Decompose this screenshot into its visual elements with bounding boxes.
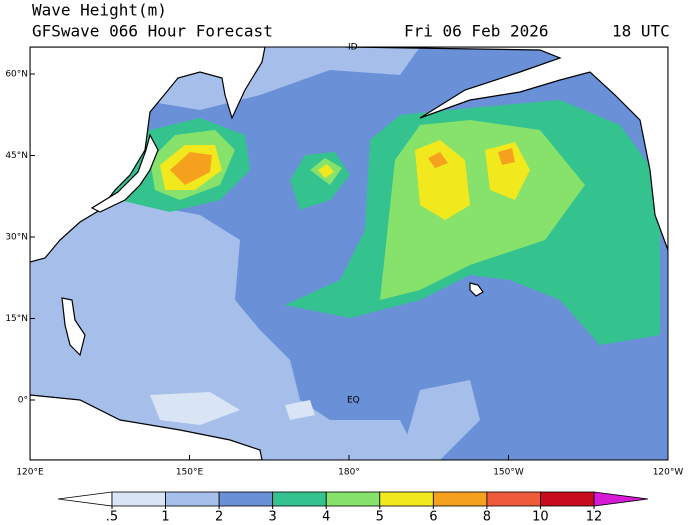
land-hawaii xyxy=(469,282,484,297)
land-alaska xyxy=(344,47,668,251)
lat-label: 60°N xyxy=(5,70,28,80)
lat-label: 45°N xyxy=(5,151,28,161)
field-region xyxy=(70,250,150,275)
colorbar-tick-label: 2 xyxy=(215,510,223,525)
colorbar-low xyxy=(57,491,113,507)
field-region xyxy=(318,164,334,178)
lat-label: 30°N xyxy=(5,233,28,243)
field-region xyxy=(400,380,480,460)
field-region xyxy=(485,142,530,200)
lon-label: 150°W xyxy=(493,468,524,478)
map-field xyxy=(30,47,668,460)
lon-label: 150°E xyxy=(176,468,204,478)
colorbar-segment xyxy=(540,491,595,507)
land-indonesia xyxy=(30,394,263,460)
lon-label: 120°E xyxy=(16,468,44,478)
colorbar-segment xyxy=(218,491,274,507)
field-region xyxy=(170,152,212,185)
colorbar-tick-label: 6 xyxy=(429,510,437,525)
lon-label: 180° xyxy=(338,468,360,478)
colorbar-high xyxy=(593,491,649,507)
colorbar-segment xyxy=(111,491,166,507)
land-asia xyxy=(30,47,266,263)
lon-label: 120°W xyxy=(653,468,684,478)
colorbar-tick-label: 12 xyxy=(586,510,603,525)
dateline-label: ID xyxy=(348,43,358,53)
field-region xyxy=(285,400,315,420)
colorbar-segment xyxy=(272,491,327,507)
colorbar-tick-label: 3 xyxy=(269,510,277,525)
colorbar-segment xyxy=(379,491,434,507)
colorbar-tick-label: 1 xyxy=(161,510,169,525)
colorbar-tick-label: 5 xyxy=(376,510,384,525)
colorbar-tick-label: .5 xyxy=(106,510,118,525)
colorbar-segment xyxy=(432,491,488,507)
field-region xyxy=(150,392,240,425)
land-philippines xyxy=(61,297,86,357)
colorbar-segment xyxy=(165,491,220,507)
lat-label: 0° xyxy=(18,396,28,406)
field-region xyxy=(415,140,470,220)
equator-label: EQ xyxy=(347,396,360,406)
colorbar-tick-label: 4 xyxy=(322,510,330,525)
subtitle: GFSwave 066 Hour Forecast xyxy=(32,22,273,41)
field-region xyxy=(428,152,448,168)
colorbar-tick-label: 8 xyxy=(483,510,491,525)
field-region xyxy=(498,148,515,165)
colorbar-segment xyxy=(486,491,541,507)
forecast-date: Fri 06 Feb 2026 xyxy=(404,22,549,41)
colorbar-segment xyxy=(325,491,381,507)
title: Wave Height(m) xyxy=(32,1,167,20)
forecast-time: 18 UTC xyxy=(612,22,670,41)
lat-label: 15°N xyxy=(5,314,28,324)
land-japan xyxy=(90,133,159,213)
colorbar-tick-label: 10 xyxy=(532,510,549,525)
